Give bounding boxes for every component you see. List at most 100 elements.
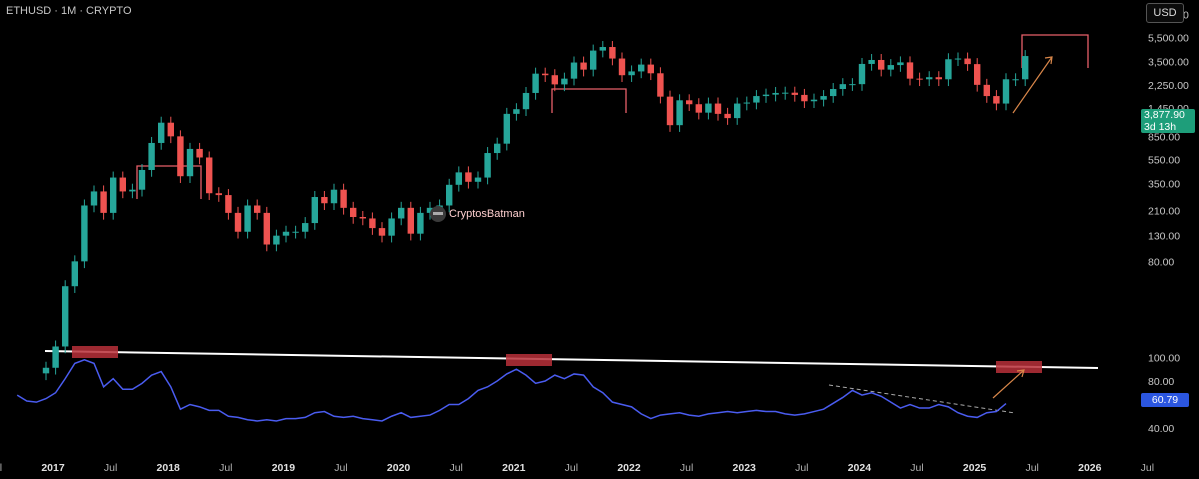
candle [62, 286, 69, 347]
candle [686, 100, 693, 105]
candle [1022, 56, 1029, 80]
candle [455, 172, 462, 185]
rsi-value-label: 60.79 [1141, 393, 1189, 407]
symbol-title: ETHUSD · 1M · CRYPTO [6, 5, 132, 17]
time-axis[interactable]: Jul 2017 Jul 2018 Jul 2019 Jul 2020 Jul 2021 Jul 20… [0, 462, 1154, 474]
candle [926, 77, 933, 80]
candle [551, 75, 558, 85]
candle [254, 205, 261, 213]
candle [321, 197, 328, 204]
time-tick-label: 2019 [272, 462, 296, 474]
candle [263, 212, 270, 245]
candle [167, 122, 174, 137]
time-tick-label: 2024 [848, 462, 872, 474]
watermark: CryptosBatman [430, 206, 525, 222]
candle [292, 231, 299, 233]
candle [273, 235, 280, 245]
candle [378, 228, 386, 236]
candle [570, 62, 578, 79]
time-tick-label: 2022 [617, 462, 641, 474]
target-bracket-2026 [1021, 34, 1089, 68]
candle [580, 62, 587, 70]
candle [647, 64, 654, 74]
time-tick-label: Jul [910, 462, 923, 474]
candle [206, 157, 213, 194]
candle [513, 109, 520, 114]
price-tick-label: 2,250.00 [1148, 80, 1189, 92]
candle [148, 142, 155, 170]
rsi-tick-label: 80.00 [1148, 376, 1174, 388]
candle [772, 92, 779, 95]
time-tick-label: Jul [334, 462, 347, 474]
price-tick-label: 850.00 [1148, 131, 1180, 143]
candle [983, 84, 990, 97]
candle [906, 62, 914, 79]
target-arrow [1012, 56, 1053, 114]
time-tick-label: 2021 [502, 462, 526, 474]
candle [215, 193, 222, 196]
rsi-tick-label: 40.00 [1148, 423, 1174, 435]
annotation-layer [44, 34, 1099, 414]
time-tick-label: Jul [219, 462, 232, 474]
candle [503, 113, 510, 144]
candle [954, 58, 962, 60]
candle [532, 73, 539, 93]
rsi-tick-label: 100.00 [1148, 353, 1180, 365]
candle [878, 59, 885, 70]
candle [705, 103, 712, 113]
watermark-text: CryptosBatman [449, 207, 525, 220]
candle [302, 223, 309, 232]
candle [590, 50, 597, 70]
time-tick-label: 2020 [387, 462, 411, 474]
candle [743, 102, 750, 104]
candle [791, 92, 798, 95]
candle [129, 189, 136, 192]
candle [186, 148, 194, 177]
currency-button[interactable]: USD [1146, 3, 1184, 23]
candle [810, 99, 818, 102]
time-tick-label: Jul [565, 462, 578, 474]
candle [196, 148, 203, 158]
candle [676, 100, 683, 126]
candle [666, 96, 674, 126]
price-axis[interactable]: 80.00130.00210.00350.00550.00850.001,450… [1148, 0, 1195, 435]
candle [935, 77, 942, 80]
candle [830, 89, 837, 97]
time-tick-label: 2018 [157, 462, 181, 474]
time-tick-label: Jul [104, 462, 117, 474]
candle [407, 207, 414, 234]
candle [119, 177, 126, 192]
candle [916, 78, 923, 80]
candle [762, 94, 770, 97]
candle [561, 78, 568, 85]
candle [801, 94, 808, 102]
candle [714, 103, 722, 114]
rsi-line [16, 359, 1007, 422]
time-tick-label: Jul [680, 462, 693, 474]
candle [657, 73, 664, 97]
candle [599, 47, 606, 51]
rsi-overbought-box [72, 346, 118, 358]
candle [724, 113, 731, 119]
candle [993, 96, 1000, 104]
candle [974, 64, 981, 85]
candle [945, 59, 952, 80]
candle [494, 143, 501, 154]
candle [350, 207, 357, 218]
candle [369, 218, 376, 229]
candle [177, 136, 184, 177]
candle [359, 217, 366, 219]
candle [628, 71, 635, 76]
candle [484, 153, 491, 178]
time-tick-label: Jul [1141, 462, 1154, 474]
candle [695, 104, 702, 113]
rsi-arrow-head [1016, 369, 1025, 378]
candle [110, 177, 117, 213]
candle [417, 212, 424, 234]
candle [609, 47, 616, 59]
time-tick-label: Jul [0, 462, 2, 474]
price-tick-label: 80.00 [1148, 256, 1174, 268]
candle [388, 218, 395, 236]
candle [311, 197, 318, 224]
